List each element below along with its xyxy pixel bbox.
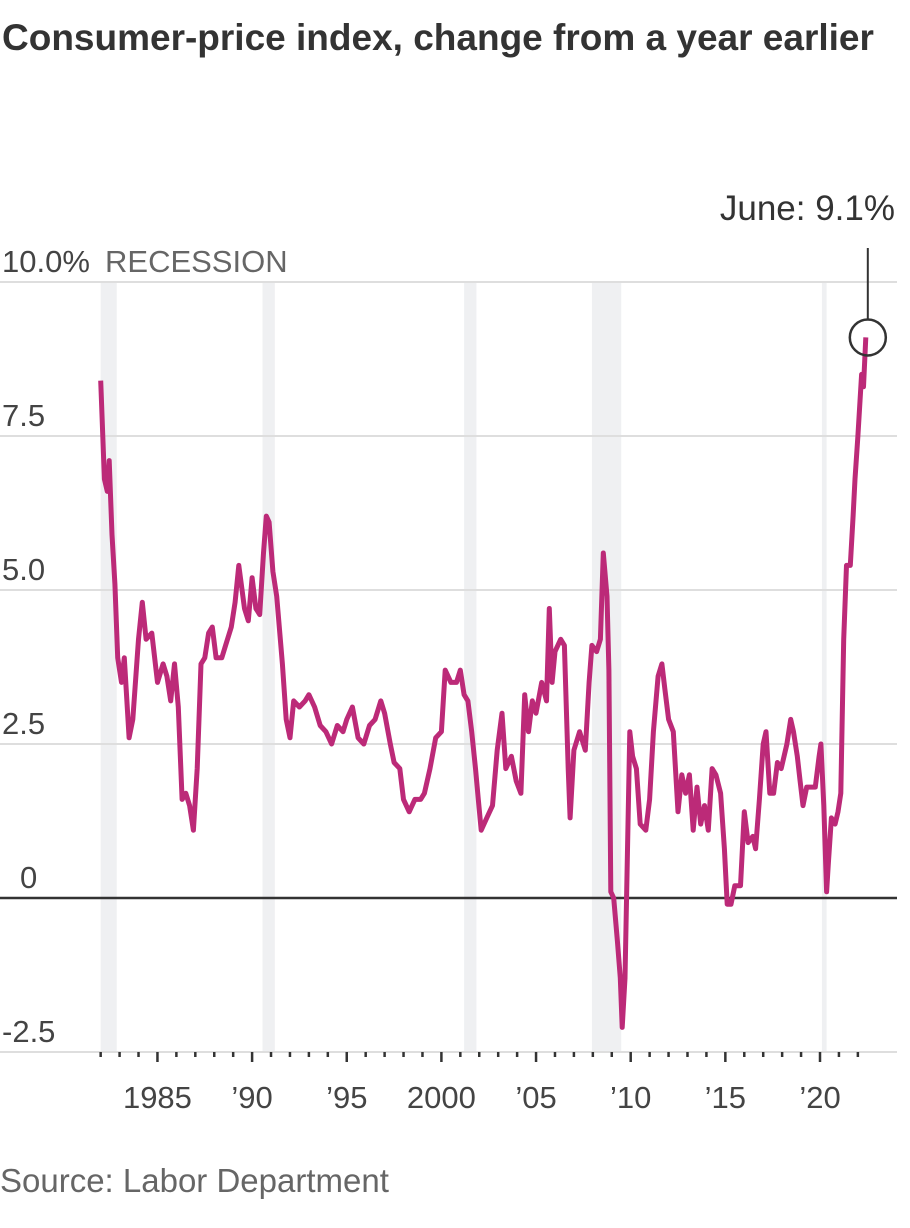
x-tick-label: ’20 [799, 1080, 840, 1115]
x-tick-label: 2000 [407, 1080, 476, 1115]
x-tick-label: ’05 [515, 1080, 556, 1115]
y-tick-label: 10.0% [2, 244, 90, 279]
recession-band [262, 282, 275, 1052]
chart-title: Consumer-price index, change from a year… [2, 17, 874, 58]
cpi-series-line [98, 337, 869, 1030]
annotation-circle-marker [848, 318, 888, 357]
recession-legend-label: RECESSION [105, 244, 288, 279]
source-note: Source: Labor Department [0, 1162, 389, 1199]
recession-bands [100, 282, 827, 1052]
x-tick-label: 1985 [123, 1080, 192, 1115]
annotation: June: 9.1% [720, 189, 895, 357]
x-tick-label: ’15 [705, 1080, 746, 1115]
annotation-label: June: 9.1% [720, 189, 895, 228]
y-tick-label: 0 [20, 860, 37, 895]
x-tick-label: ’90 [231, 1080, 272, 1115]
y-axis-labels: 10.0% 7.5 5.0 2.5 -2.5 0 [2, 244, 90, 1049]
recession-band [464, 282, 477, 1052]
x-tick-label: ’10 [610, 1080, 651, 1115]
y-tick-label: 7.5 [2, 398, 45, 433]
x-axis: 1985 ’90 ’95 2000 ’05 ’10 ’15 ’20 [99, 1052, 860, 1115]
y-tick-label: 5.0 [2, 552, 45, 587]
y-tick-label: -2.5 [2, 1014, 55, 1049]
recession-band [821, 282, 827, 1052]
y-tick-label: 2.5 [2, 706, 45, 741]
x-tick-label: ’95 [326, 1080, 367, 1115]
gridlines [0, 281, 897, 1053]
